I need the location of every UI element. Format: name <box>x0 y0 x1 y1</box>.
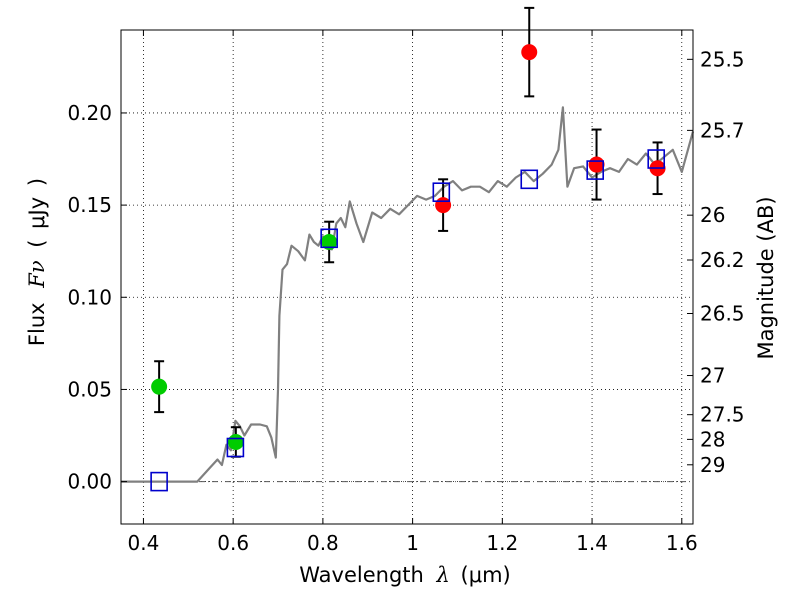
x-axis-label-unit: (μm) <box>461 563 511 587</box>
y-tick-label: 0.20 <box>67 101 112 125</box>
square-marker <box>320 228 338 249</box>
square-marker <box>226 437 245 458</box>
mag-tick-label: 26 <box>700 203 725 227</box>
x-tick-label: 1.4 <box>576 531 608 555</box>
y-axis-label: Flux Fν ( μJy ) <box>25 178 49 346</box>
right-axis-label: Magnitude (AB) <box>754 196 778 359</box>
circle-marker <box>227 433 244 450</box>
data-markers <box>150 6 666 492</box>
circle-marker <box>435 197 452 214</box>
x-axis-label-symbol: λ <box>436 563 450 587</box>
x-tick-label: 1 <box>406 531 419 555</box>
square-marker <box>150 471 168 492</box>
mag-tick-label: 25.7 <box>700 118 745 142</box>
axis-ticks: 0.4 0.6 0.8 1 1.2 1.4 1.6 0.00 0.05 0.10 0.15 0.20 2… <box>67 30 745 555</box>
mag-tick-label: 26.5 <box>700 301 745 325</box>
y-tick-label: 0.10 <box>67 285 112 309</box>
square-marker <box>432 182 451 203</box>
circle-marker <box>588 156 605 173</box>
mag-tick-label: 26.2 <box>700 248 745 272</box>
x-axis-label: Wavelength λ (μm) <box>299 563 510 587</box>
mag-tick-label: 27 <box>700 364 725 388</box>
x-tick-label: 0.6 <box>217 531 249 555</box>
x-tick-label: 0.8 <box>307 531 339 555</box>
y-axis-label-open-paren: ( <box>25 239 49 247</box>
mag-tick-label: 25.5 <box>700 47 745 71</box>
y-axis-label-unit: μJy <box>25 197 49 229</box>
mag-tick-label: 29 <box>700 453 725 477</box>
circle-marker <box>521 44 538 61</box>
y-axis-label-symbol: Fν <box>25 260 49 289</box>
mag-tick-label: 27.5 <box>700 403 745 427</box>
grid-lines <box>121 30 693 524</box>
square-marker <box>520 169 539 190</box>
square-marker <box>586 160 604 180</box>
y-axis-label-main: Flux <box>25 302 49 346</box>
x-tick-label: 0.4 <box>128 531 160 555</box>
square-marker <box>647 149 666 169</box>
plot-frame <box>120 29 694 525</box>
x-axis-label-main: Wavelength <box>299 563 424 587</box>
mag-tick-label: 28 <box>700 427 725 451</box>
y-tick-label: 0.05 <box>67 377 112 401</box>
y-axis-label-close-paren: ) <box>25 178 49 186</box>
y-tick-label: 0.00 <box>67 470 112 494</box>
y-tick-label: 0.15 <box>67 193 112 217</box>
x-tick-label: 1.6 <box>666 531 698 555</box>
sed-model-line <box>121 106 695 483</box>
circle-marker <box>151 378 168 395</box>
x-tick-label: 1.2 <box>486 531 518 555</box>
